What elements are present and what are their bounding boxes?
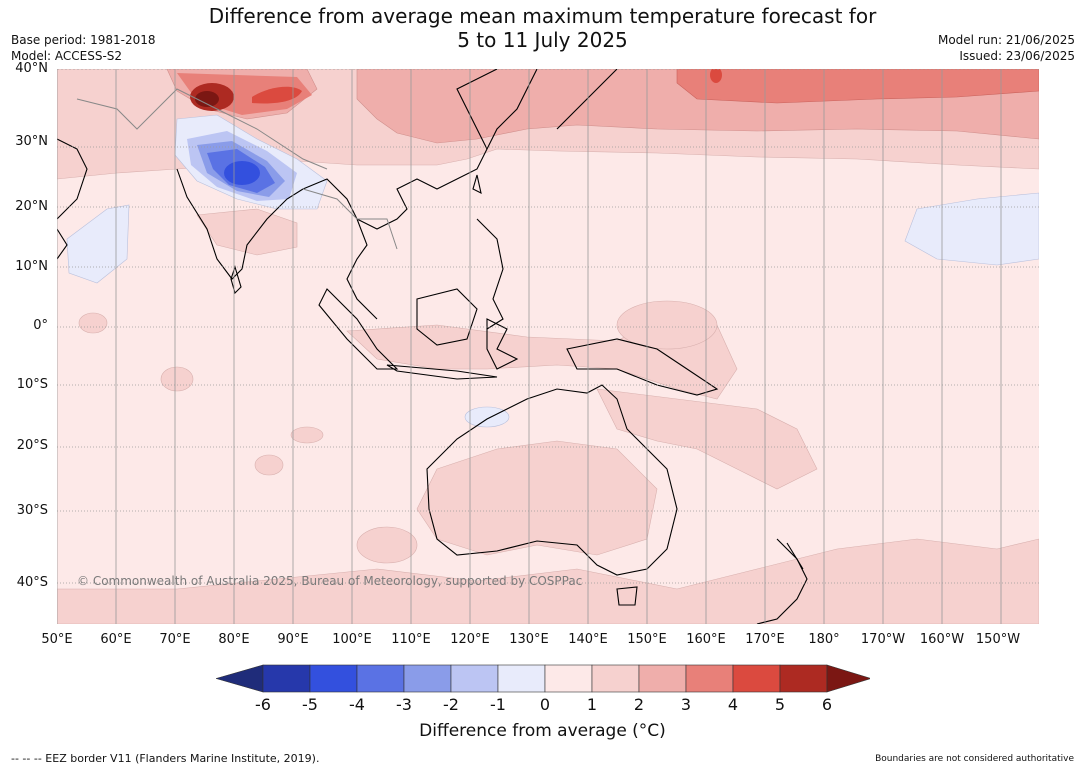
colorbar-tick-label: 5 (774, 695, 786, 714)
colorbar-tick-label: -4 (349, 695, 365, 714)
colorbar-cell (497, 664, 546, 693)
anomaly-patch-3 (254, 454, 284, 476)
colorbar-cell (544, 664, 593, 693)
lon-label-160w: 160°W (919, 632, 965, 647)
lon-label-140e: 140°E (568, 632, 608, 647)
metadata-left: Base period: 1981-2018 Model: ACCESS-S2 (11, 32, 156, 64)
lat-label-10s: 10°S (16, 377, 48, 392)
colorbar-cell (403, 664, 452, 693)
colorbar-extend-high (826, 664, 870, 693)
country-borders (76, 88, 398, 250)
lon-label-90e: 90°E (277, 632, 309, 647)
issued-date: Issued: 23/06/2025 (959, 49, 1075, 63)
lon-label-180: 180° (808, 632, 840, 647)
anomaly-region-arabian-cool (66, 204, 130, 284)
colorbar-extend-low (216, 664, 264, 693)
lon-label-110e: 110°E (391, 632, 431, 647)
colorbar-cell (732, 664, 781, 693)
model-name: Model: ACCESS-S2 (11, 49, 123, 63)
lon-label-170e: 170°E (745, 632, 785, 647)
lon-label-50e: 50°E (41, 632, 73, 647)
colorbar-tick-label: 1 (586, 695, 598, 714)
colorbar-tick-label: -1 (490, 695, 506, 714)
anomaly-region-india-minus4 (224, 161, 260, 185)
lat-label-30n: 30°N (15, 134, 48, 149)
map-title: Difference from average mean maximum tem… (0, 4, 1085, 52)
anomaly-region-japan-4to5 (710, 69, 722, 83)
anomaly-patch-4 (290, 426, 324, 444)
lon-label-150e: 150°E (627, 632, 667, 647)
metadata-right: Model run: 21/06/2025 Issued: 23/06/2025 (938, 32, 1075, 64)
boundaries-disclaimer: Boundaries are not considered authoritat… (875, 754, 1074, 764)
lon-label-150w: 150°W (975, 632, 1021, 647)
colorbar-label: Difference from average (°C) (419, 721, 666, 741)
colorbar-cell (685, 664, 734, 693)
colorbar-cell (262, 664, 311, 693)
anomaly-region-north-3to4 (676, 69, 1039, 104)
lat-label-20n: 20°N (15, 199, 48, 214)
anomaly-patch-7 (464, 406, 510, 428)
colorbar-cell (356, 664, 405, 693)
temperature-anomaly-map (57, 69, 1039, 624)
colorbar-tick-label: 2 (633, 695, 645, 714)
colorbar-tick-label: 3 (680, 695, 692, 714)
lon-label-60e: 60°E (100, 632, 132, 647)
colorbar-tick-label: -6 (255, 695, 271, 714)
anomaly-region-tibet-6plus (195, 91, 219, 107)
colorbar-tick-label: 4 (727, 695, 739, 714)
lon-label-130e: 130°E (509, 632, 549, 647)
map-grid (57, 69, 1039, 624)
colorbar-cell (638, 664, 687, 693)
lon-label-120e: 120°E (450, 632, 490, 647)
lon-label-80e: 80°E (218, 632, 250, 647)
anomaly-region-bengal-warm (196, 208, 298, 256)
colorbar (216, 664, 870, 693)
lat-label-10n: 10°N (15, 259, 48, 274)
anomaly-region-coral-warm (596, 388, 818, 490)
colorbar-tick-label: -5 (302, 695, 318, 714)
lat-label-30s: 30°S (16, 503, 48, 518)
eez-border-note: -- -- -- EEZ border V11 (Flanders Marine… (11, 752, 320, 765)
colorbar-cell (591, 664, 640, 693)
colorbar-cell (450, 664, 499, 693)
colorbar-tick-label: 6 (821, 695, 833, 714)
colorbar-cell (309, 664, 358, 693)
colorbar-tick-label: -2 (443, 695, 459, 714)
anomaly-patch-1 (160, 366, 194, 392)
title-line-2: 5 to 11 July 2025 (457, 28, 628, 52)
model-run: Model run: 21/06/2025 (937, 33, 1075, 47)
lat-label-40s: 40°S (16, 575, 48, 590)
lon-label-170w: 170°W (860, 632, 906, 647)
lon-label-160e: 160°E (686, 632, 726, 647)
lon-label-70e: 70°E (159, 632, 191, 647)
anomaly-patch-2 (78, 312, 108, 334)
coastlines (57, 69, 808, 624)
lat-label-20s: 20°S (16, 438, 48, 453)
anomaly-region-tibet-4to5 (252, 86, 302, 104)
colorbar-cell (779, 664, 828, 693)
base-period: Base period: 1981-2018 (11, 33, 156, 47)
lat-label-40n: 40°N (15, 61, 48, 76)
colorbar-tick-label: 0 (539, 695, 551, 714)
anomaly-region-pacific-cool (904, 192, 1039, 266)
lon-label-100e: 100°E (332, 632, 372, 647)
copyright-notice: © Commonwealth of Australia 2025, Bureau… (77, 574, 583, 588)
lat-label-0: 0° (33, 318, 48, 333)
anomaly-patch-6 (616, 300, 718, 350)
colorbar-tick-label: -3 (396, 695, 412, 714)
anomaly-patch-5 (356, 526, 418, 564)
anomaly-region-australia-warm (416, 440, 658, 556)
title-line-1: Difference from average mean maximum tem… (208, 4, 877, 28)
